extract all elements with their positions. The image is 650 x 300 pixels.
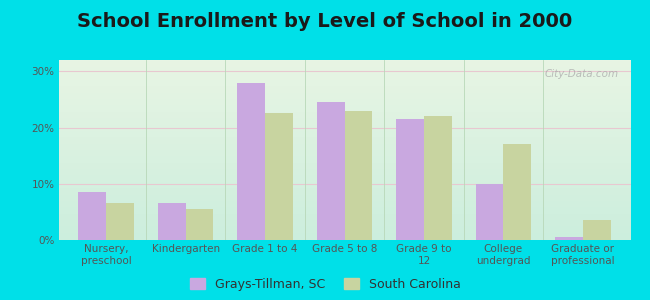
Bar: [424, 116, 452, 240]
Text: School Enrollment by Level of School in 2000: School Enrollment by Level of School in …: [77, 12, 573, 31]
Bar: [186, 209, 213, 240]
Bar: [344, 111, 372, 240]
Legend: Grays-Tillman, SC, South Carolina: Grays-Tillman, SC, South Carolina: [190, 278, 460, 291]
Bar: [476, 184, 503, 240]
Bar: [237, 82, 265, 240]
Bar: [317, 102, 345, 240]
Bar: [106, 203, 134, 240]
Text: City-Data.com: City-Data.com: [545, 69, 619, 79]
Bar: [583, 220, 610, 240]
Bar: [396, 119, 424, 240]
Bar: [265, 113, 293, 240]
Bar: [555, 237, 583, 240]
Bar: [503, 144, 531, 240]
Bar: [79, 192, 106, 240]
Bar: [158, 203, 186, 240]
